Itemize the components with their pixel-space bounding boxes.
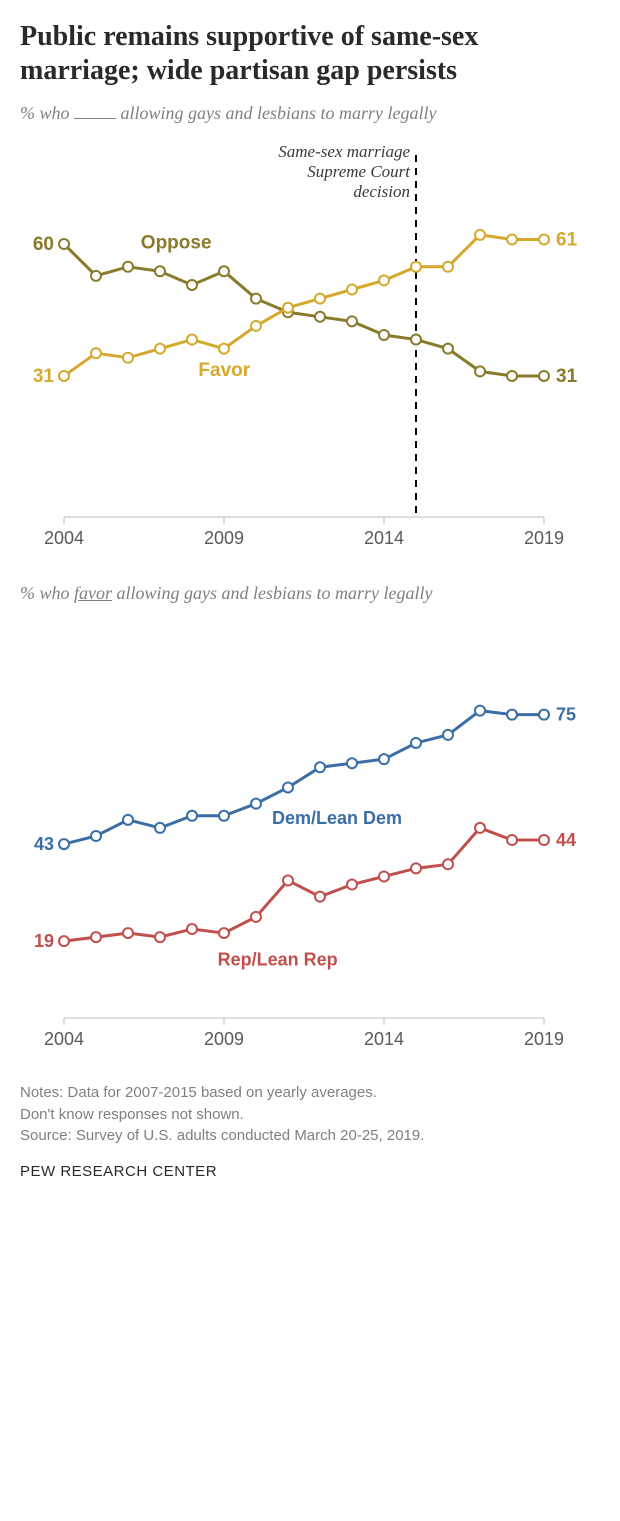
svg-text:2004: 2004 [44, 528, 84, 548]
svg-text:2009: 2009 [204, 1029, 244, 1049]
footer-brand: PEW RESEARCH CENTER [20, 1163, 600, 1180]
svg-text:2014: 2014 [364, 1029, 404, 1049]
subtitle2-underline: favor [74, 583, 112, 603]
notes-line2: Don't know responses not shown. [20, 1104, 600, 1126]
svg-text:Oppose: Oppose [141, 233, 212, 254]
svg-text:Supreme Court: Supreme Court [307, 162, 411, 181]
svg-text:60: 60 [33, 234, 54, 255]
svg-text:31: 31 [556, 366, 578, 387]
notes-block: Notes: Data for 2007-2015 based on yearl… [20, 1082, 600, 1147]
svg-text:61: 61 [556, 230, 578, 251]
page-title: Public remains supportive of same-sex ma… [20, 20, 600, 87]
svg-text:2004: 2004 [44, 1029, 84, 1049]
svg-text:Dem/Lean Dem: Dem/Lean Dem [272, 808, 402, 828]
subtitle2-suffix: allowing gays and lesbians to marry lega… [112, 583, 432, 603]
blank-word [74, 118, 116, 119]
svg-text:Rep/Lean Rep: Rep/Lean Rep [218, 949, 338, 969]
chart1-container: 2004 2009 2014 2019 Same-sex marriageSupreme… [20, 137, 600, 557]
chart2-container: 2004 2009 2014 2019 43 75 Dem/Lean Dem 19 44 Rep/… [20, 618, 600, 1058]
notes-source: Source: Survey of U.S. adults conducted … [20, 1125, 600, 1147]
svg-text:Favor: Favor [198, 360, 250, 381]
subtitle2-prefix: % who [20, 583, 74, 603]
svg-text:31: 31 [33, 366, 55, 387]
svg-text:19: 19 [34, 931, 54, 951]
svg-text:2009: 2009 [204, 528, 244, 548]
chart2-svg: 2004 2009 2014 2019 43 75 Dem/Lean Dem 19 44 Rep/… [20, 618, 600, 1058]
svg-text:75: 75 [556, 704, 576, 724]
subtitle-prefix: % who [20, 103, 74, 123]
chart1-svg: 2004 2009 2014 2019 Same-sex marriageSupreme… [20, 137, 600, 557]
svg-text:2019: 2019 [524, 1029, 564, 1049]
svg-text:2019: 2019 [524, 528, 564, 548]
svg-text:44: 44 [556, 830, 576, 850]
svg-text:decision: decision [353, 182, 410, 201]
chart2-subtitle: % who favor allowing gays and lesbians t… [20, 581, 600, 605]
chart1-subtitle: % who allowing gays and lesbians to marr… [20, 101, 600, 125]
svg-text:43: 43 [34, 834, 54, 854]
notes-line1: Notes: Data for 2007-2015 based on yearl… [20, 1082, 600, 1104]
svg-text:2014: 2014 [364, 528, 404, 548]
subtitle-suffix: allowing gays and lesbians to marry lega… [116, 103, 436, 123]
svg-text:Same-sex marriage: Same-sex marriage [278, 142, 410, 161]
